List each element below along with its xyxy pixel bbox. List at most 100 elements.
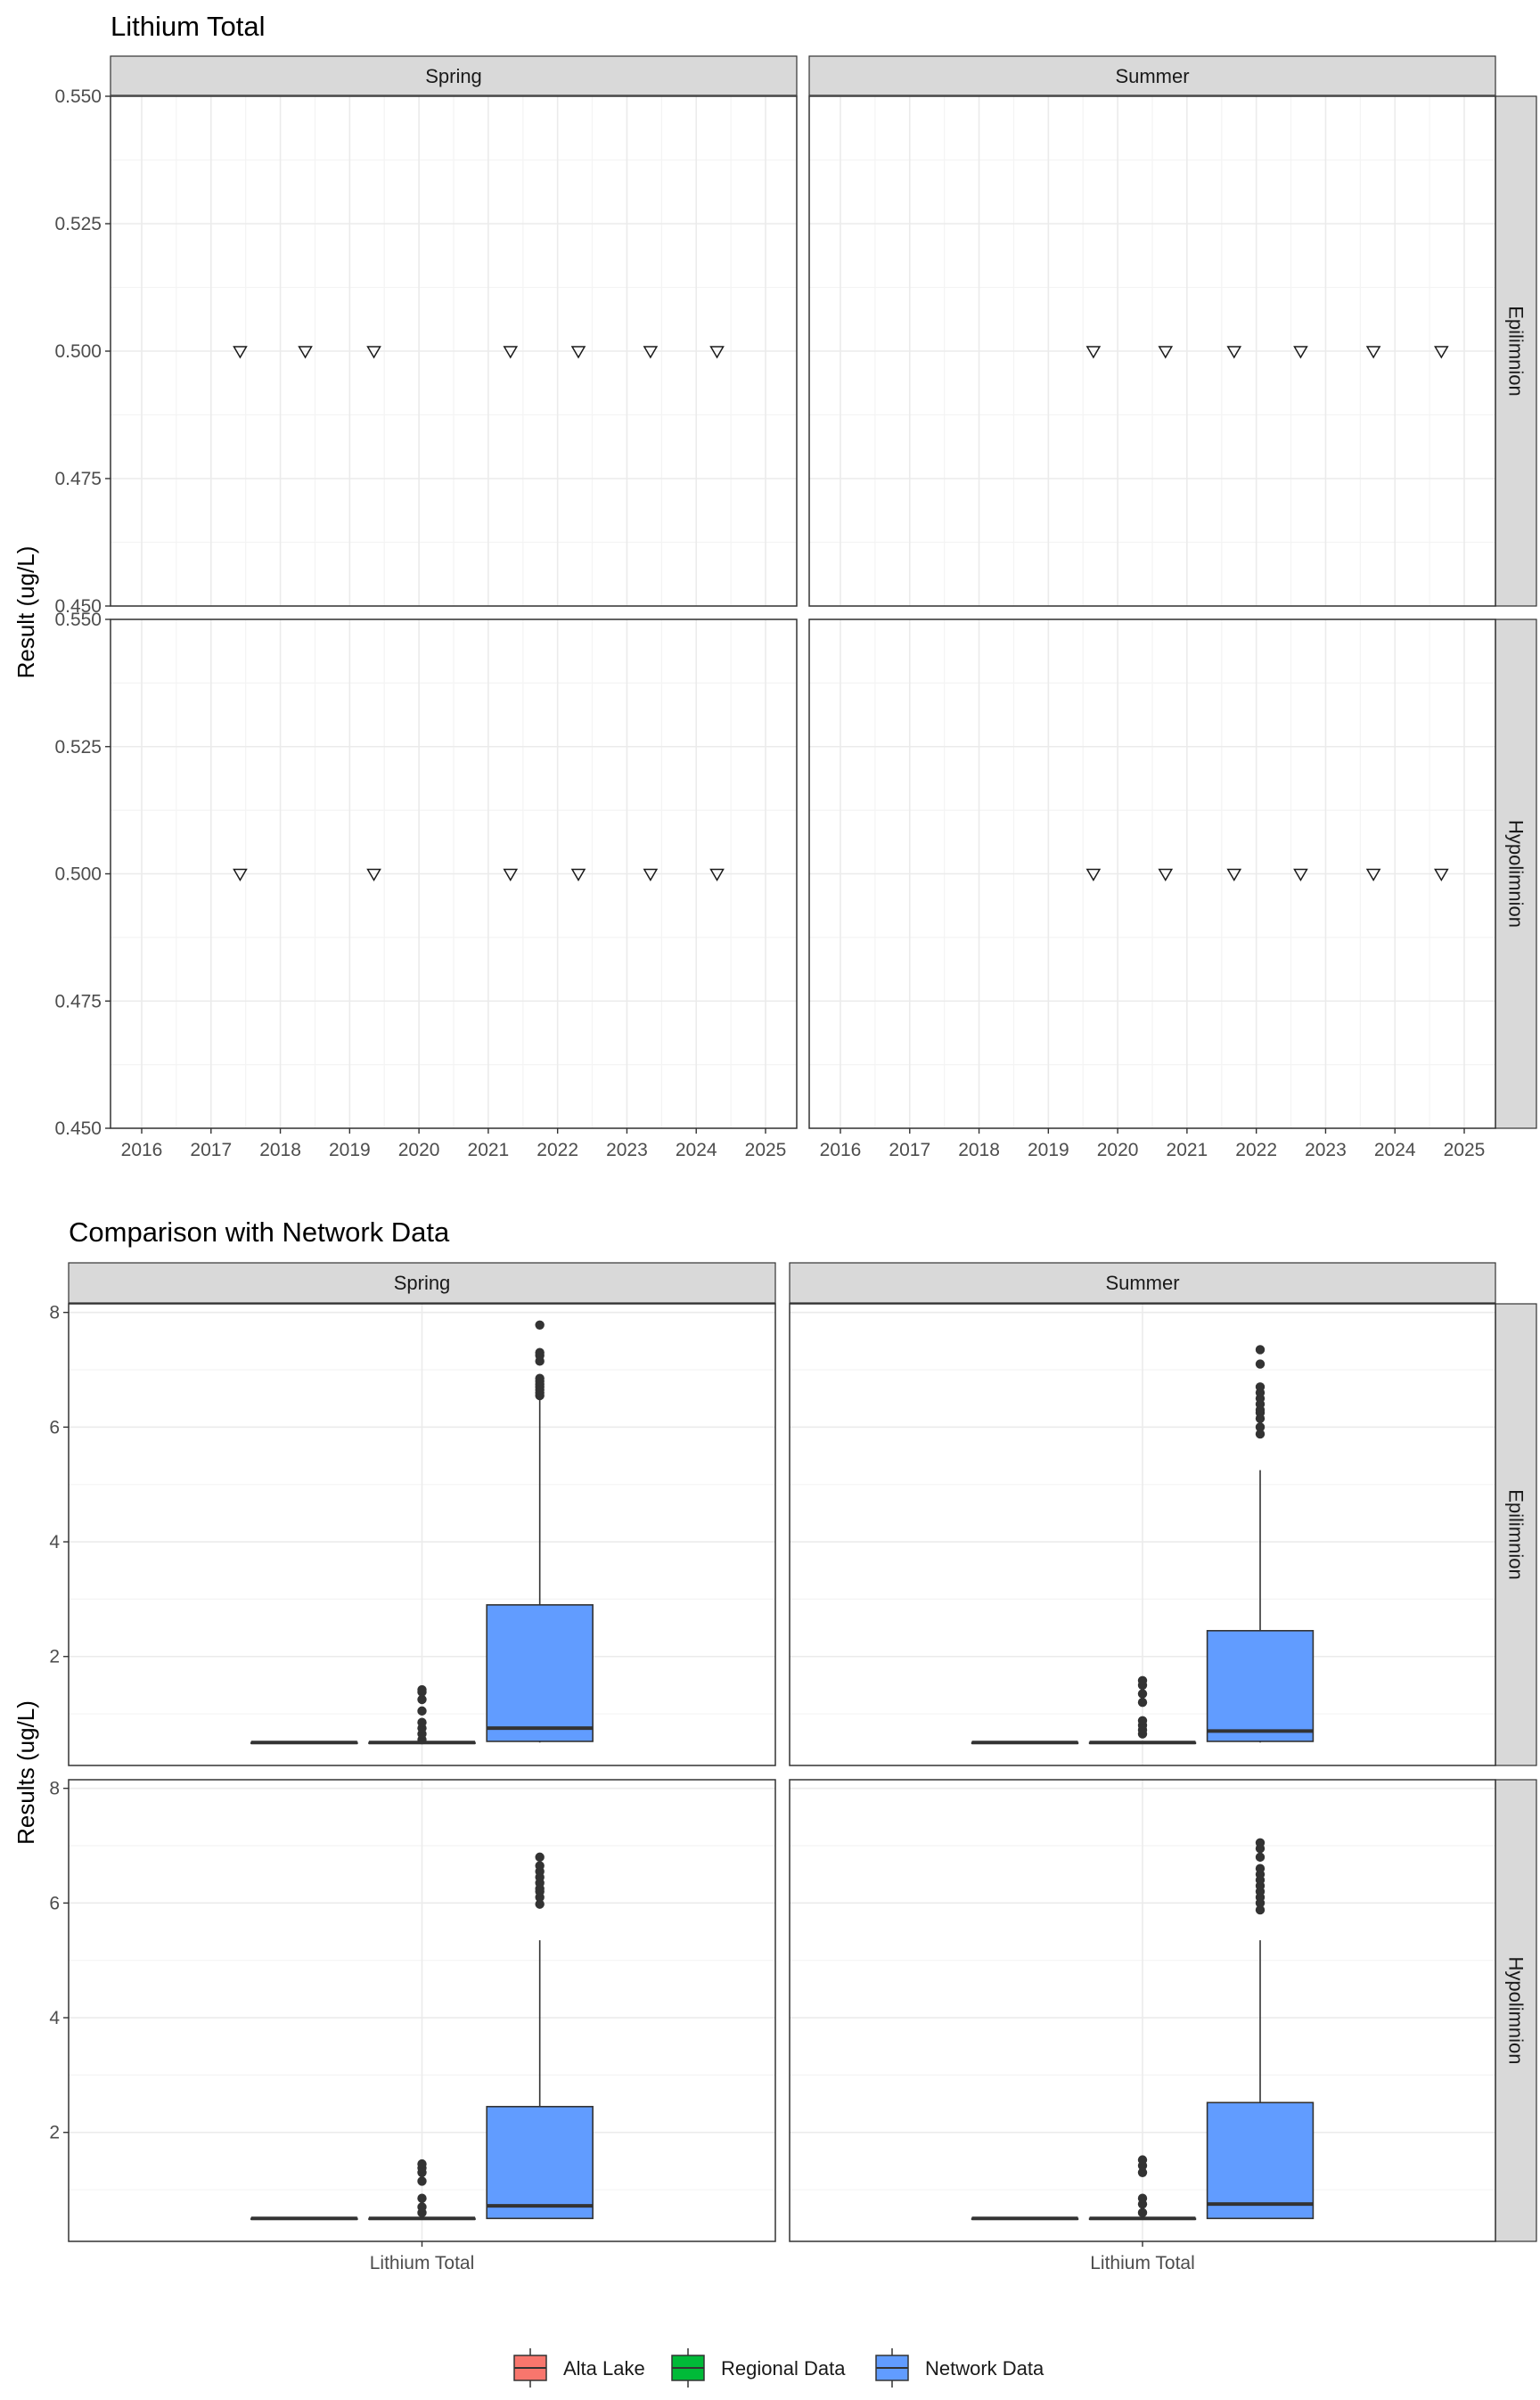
data-point: [1085, 868, 1102, 881]
outlier-point: [1255, 1422, 1266, 1432]
strip-hypolimnion: [1495, 618, 1537, 1129]
x-tick-label: Lithium Total: [1090, 2253, 1195, 2273]
data-point: [366, 868, 381, 881]
y-tick-label: 0.475: [54, 991, 102, 1012]
strip-summer: [808, 55, 1496, 96]
data-point: [643, 346, 659, 359]
outlier-point: [417, 2158, 427, 2169]
data-point: [709, 868, 725, 881]
y-axis-title: Results (ug/L): [12, 1700, 39, 1845]
box-alta-lake: [971, 2216, 1079, 2221]
box-network-data: [486, 1852, 594, 2220]
box-body: [486, 2105, 594, 2220]
panel-summer-epilimnion: [789, 1303, 1496, 1766]
x-tick-label: 2023: [606, 1140, 648, 1160]
data-point: [1365, 868, 1381, 881]
box-network-data: [1206, 1838, 1315, 2220]
outlier-point: [417, 2202, 427, 2212]
data-point: [298, 346, 313, 359]
y-tick-label: 6: [49, 1417, 60, 1438]
data-point: [233, 868, 248, 881]
panel-border: [808, 618, 1496, 1129]
x-tick-label: 2017: [190, 1140, 232, 1160]
data-point: [1226, 868, 1242, 881]
x-tick-label: 2020: [398, 1140, 440, 1160]
box-regional-data: [1088, 2155, 1197, 2221]
outlier-point: [1137, 1675, 1148, 1685]
y-tick-label: 8: [49, 1303, 60, 1323]
y-tick-label: 0.550: [54, 610, 102, 630]
outlier-point: [1137, 1716, 1148, 1726]
y-tick-label: 0.500: [54, 864, 102, 885]
outlier-point: [417, 1717, 427, 1727]
box-alta-lake: [250, 2216, 358, 2221]
x-tick-label: 2022: [537, 1140, 578, 1160]
panel-summer-hypolimnion: Lithium Total: [789, 1779, 1496, 2273]
outlier-point: [1137, 2193, 1148, 2203]
box-body: [1206, 1629, 1315, 1742]
outlier-point: [1255, 1382, 1266, 1392]
x-tick-label: 2024: [1374, 1140, 1416, 1160]
x-tick-label: 2022: [1235, 1140, 1277, 1160]
strip-label: Summer: [1105, 1272, 1179, 1294]
x-tick-label: 2023: [1305, 1140, 1347, 1160]
x-tick-label: 2021: [1167, 1140, 1208, 1160]
panel-spring-hypolimnion: 2 4 6 8 Lithium Total: [49, 1779, 776, 2273]
outlier-point: [535, 1320, 545, 1331]
data-point: [233, 346, 248, 359]
data-point: [1158, 868, 1174, 881]
x-tick-label: 2021: [468, 1140, 510, 1160]
y-tick-label: 0.525: [54, 214, 102, 234]
y-tick-label: 4: [49, 2008, 60, 2028]
x-tick-label: 2024: [676, 1140, 717, 1160]
y-tick-label: 0.475: [54, 469, 102, 489]
strip-spring: [110, 55, 798, 96]
y-tick-label: 0.525: [54, 737, 102, 758]
box-network-data: [1206, 1345, 1315, 1743]
y-axis-title: Result (ug/L): [12, 546, 39, 679]
legend-item-network-data: Network Data: [875, 2348, 1044, 2388]
panel-spring-hypolimnion: 0.450 0.475 0.500 0.525 0.550 2016 2017 2018 201…: [54, 610, 798, 1160]
x-tick-label: 2016: [121, 1140, 163, 1160]
box-body: [1206, 2101, 1315, 2220]
panel-border: [789, 1303, 1496, 1766]
x-tick-label: 2016: [820, 1140, 862, 1160]
y-tick-label: 0.500: [54, 341, 102, 362]
outlier-point: [1255, 1852, 1266, 1863]
y-tick-label: 4: [49, 1532, 60, 1552]
x-tick-label: 2025: [745, 1140, 787, 1160]
x-tick-label: Lithium Total: [370, 2253, 475, 2273]
data-point: [1226, 346, 1242, 359]
strip-hypolimnion: [1495, 1779, 1537, 2242]
data-point: [1434, 868, 1449, 881]
data-point: [1365, 346, 1381, 359]
x-tick-label: 2017: [889, 1140, 930, 1160]
outlier-point: [1255, 1904, 1266, 1915]
box-regional-data: [1088, 1675, 1197, 1745]
outlier-point: [535, 1347, 545, 1357]
strip-summer: [789, 1262, 1496, 1304]
panel-summer-hypolimnion: 2016 2017 2018 2019 2020 2021 2022 2023 2024 2025: [808, 618, 1496, 1160]
box-alta-lake: [971, 1741, 1079, 1745]
data-point: [570, 868, 586, 881]
x-tick-label: 2025: [1444, 1140, 1486, 1160]
strip-label: Spring: [425, 65, 482, 87]
outlier-point: [1255, 1345, 1266, 1355]
panel-summer-epilimnion: [808, 95, 1496, 607]
strip-spring: [68, 1262, 776, 1304]
data-point: [1434, 346, 1449, 359]
outlier-point: [1137, 2155, 1148, 2165]
box-body: [486, 1604, 594, 1742]
strip-epilimnion: [1495, 1303, 1537, 1766]
data-point: [1085, 346, 1102, 359]
x-tick-label: 2020: [1097, 1140, 1139, 1160]
panel-spring-epilimnion: 2 4 6 8: [49, 1303, 776, 1766]
strip-label: Summer: [1115, 65, 1189, 87]
x-tick-label: 2018: [958, 1140, 1000, 1160]
outlier-point: [1137, 1689, 1148, 1699]
box-network-data: [486, 1320, 594, 1743]
y-tick-label: 8: [49, 1779, 60, 1799]
legend-item-alta-lake: Alta Lake: [513, 2348, 645, 2388]
outlier-point: [535, 1852, 545, 1863]
